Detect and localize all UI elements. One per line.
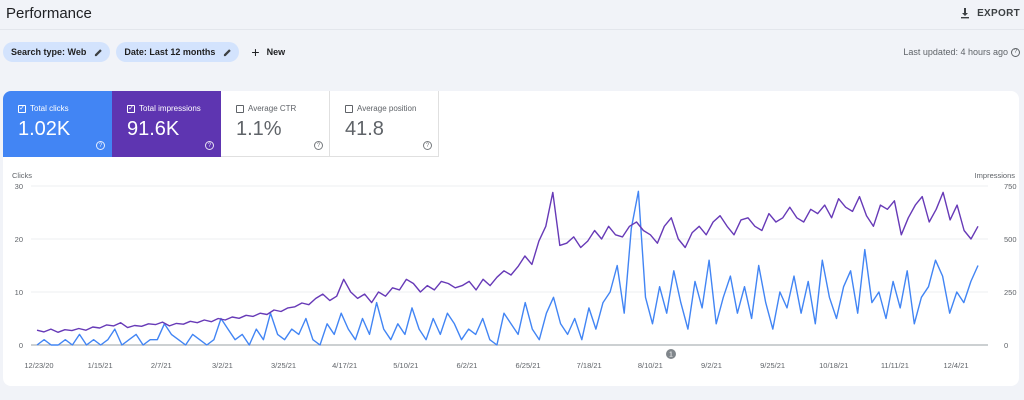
- right-tick-label: 250: [1004, 288, 1017, 297]
- new-filter-label: New: [266, 47, 286, 57]
- x-tick-label: 9/2/21: [701, 361, 722, 370]
- search-type-label: Search type: Web: [11, 47, 87, 57]
- series-line-impressions: [36, 191, 979, 334]
- filter-bar: Search type: Web Date: Last 12 months + …: [3, 42, 285, 62]
- metric-label: Average position: [357, 104, 417, 113]
- help-icon[interactable]: ?: [96, 141, 105, 150]
- help-icon[interactable]: ?: [205, 141, 214, 150]
- left-axis-label: Clicks: [12, 171, 32, 180]
- plus-icon: +: [251, 44, 260, 60]
- x-tick-label: 5/10/21: [393, 361, 418, 370]
- x-tick-label: 2/7/21: [151, 361, 172, 370]
- metric-average-position[interactable]: Average position 41.8 ?: [330, 91, 439, 157]
- left-tick-label: 10: [15, 288, 23, 297]
- x-tick-label: 12/23/20: [24, 361, 53, 370]
- new-filter-button[interactable]: + New: [251, 45, 285, 59]
- edit-pencil-icon: [95, 48, 103, 56]
- download-icon: [961, 8, 970, 19]
- checkbox-checked-icon[interactable]: ✓: [127, 104, 135, 113]
- header: Performance EXPORT: [0, 0, 1024, 30]
- metric-value: 1.02K: [18, 118, 71, 140]
- checkbox-checked-icon[interactable]: ✓: [18, 104, 26, 113]
- export-button[interactable]: EXPORT: [959, 7, 1020, 19]
- x-tick-label: 11/11/21: [881, 361, 909, 370]
- x-tick-label: 6/2/21: [457, 361, 478, 370]
- date-filter-label: Date: Last 12 months: [124, 47, 216, 57]
- checkbox-unchecked-icon[interactable]: [236, 104, 244, 113]
- metric-value: 41.8: [345, 118, 384, 140]
- metric-tabs: ✓ Total clicks 1.02K ? ✓ Total impressions…: [3, 91, 439, 157]
- performance-card: ✓ Total clicks 1.02K ? ✓ Total impressions…: [3, 91, 1019, 386]
- x-tick-label: 3/25/21: [271, 361, 296, 370]
- export-label: EXPORT: [977, 7, 1020, 19]
- metric-total-impressions[interactable]: ✓ Total impressions 91.6K ?: [112, 91, 221, 157]
- metric-average-ctr[interactable]: Average CTR 1.1% ?: [221, 91, 330, 157]
- right-tick-label: 750: [1004, 182, 1017, 191]
- x-tick-label: 9/25/21: [760, 361, 785, 370]
- x-tick-label: 4/17/21: [332, 361, 357, 370]
- annotation-marker: [666, 349, 676, 359]
- left-tick-label: 0: [19, 341, 23, 350]
- x-tick-label: 12/4/21: [943, 361, 968, 370]
- help-icon[interactable]: ?: [1011, 47, 1020, 57]
- right-tick-label: 0: [1004, 341, 1008, 350]
- series-line-clicks: [36, 190, 979, 346]
- x-tick-label: 6/25/21: [516, 361, 541, 370]
- page-title: Performance: [6, 5, 92, 22]
- last-updated-text: Last updated: 4 hours ago: [903, 47, 1008, 57]
- help-icon[interactable]: ?: [314, 141, 323, 150]
- x-tick-label: 1/15/21: [88, 361, 113, 370]
- annotation-label: 1: [669, 352, 673, 359]
- left-tick-label: 20: [15, 235, 23, 244]
- metric-label: Average CTR: [248, 104, 297, 113]
- metric-label: Total clicks: [30, 104, 69, 113]
- right-tick-label: 500: [1004, 235, 1017, 244]
- right-axis-label: Impressions: [975, 171, 1016, 180]
- x-tick-label: 8/10/21: [638, 361, 663, 370]
- x-tick-label: 10/18/21: [819, 361, 848, 370]
- edit-pencil-icon: [224, 48, 232, 56]
- date-filter-chip[interactable]: Date: Last 12 months: [116, 42, 240, 62]
- help-icon[interactable]: ?: [423, 141, 432, 150]
- metric-value: 1.1%: [236, 118, 282, 140]
- metric-total-clicks[interactable]: ✓ Total clicks 1.02K ?: [3, 91, 112, 157]
- x-tick-label: 3/2/21: [212, 361, 233, 370]
- x-tick-label: 7/18/21: [577, 361, 602, 370]
- metric-value: 91.6K: [127, 118, 180, 140]
- left-tick-label: 30: [15, 182, 23, 191]
- checkbox-unchecked-icon[interactable]: [345, 104, 353, 113]
- last-updated: Last updated: 4 hours ago ?: [903, 47, 1020, 57]
- search-type-filter-chip[interactable]: Search type: Web: [3, 42, 111, 62]
- metric-label: Total impressions: [139, 104, 201, 113]
